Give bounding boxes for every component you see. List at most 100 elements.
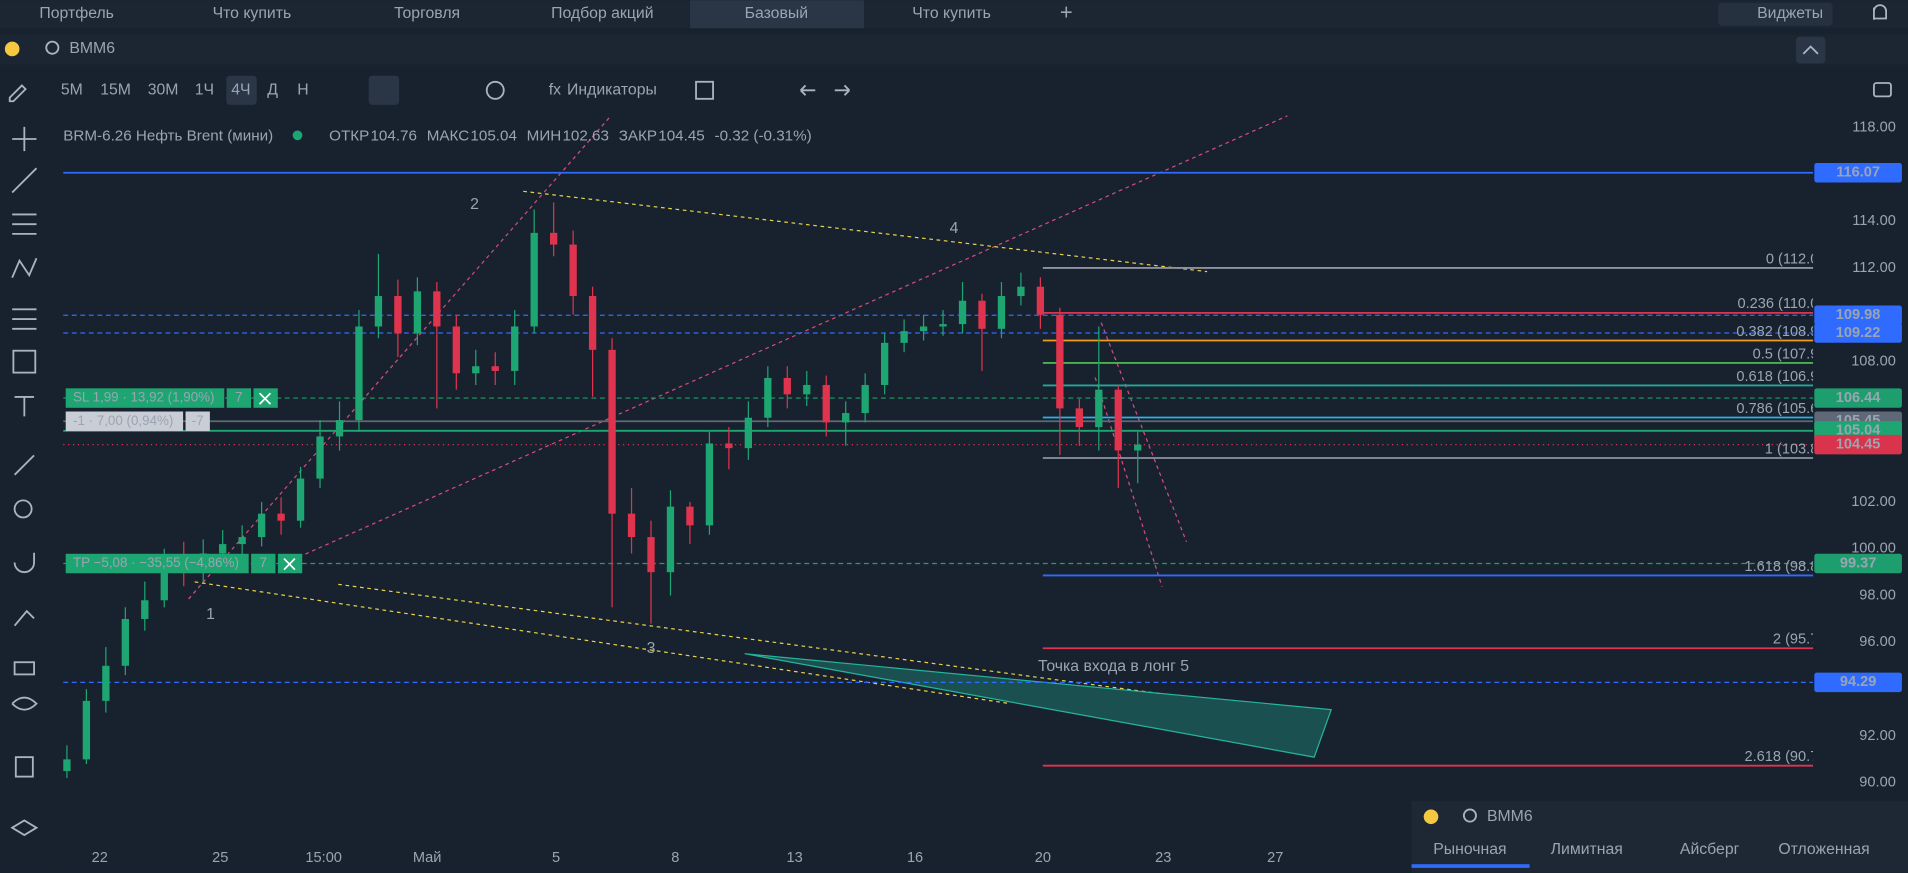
annotation: Точка входа в лонг 5 [1038, 658, 1189, 675]
candle-body [958, 300, 967, 325]
panel-tab[interactable]: Лимитная [1551, 841, 1623, 858]
tab[interactable]: Базовый [745, 5, 808, 22]
candle-body [608, 349, 616, 514]
redo[interactable] [834, 84, 850, 96]
timeframe[interactable]: 4Ч [231, 81, 250, 98]
widgets-label: Виджеты [1757, 5, 1823, 22]
add-icon[interactable] [485, 80, 505, 100]
tab[interactable]: Портфель [39, 5, 114, 22]
candle-body [1036, 286, 1045, 315]
x-tick-label: 15:00 [305, 850, 342, 866]
candle-body [627, 513, 636, 538]
wave-label: 2 [470, 196, 479, 213]
fib-label: 0.236 (110.08) [1737, 296, 1831, 312]
order-text: TP −5,08 · −35,55 (−4,86%) [73, 555, 239, 570]
indicators-button[interactable]: Индикаторы [567, 81, 657, 98]
chevron [1802, 45, 1819, 55]
y-tick-label: 100.00 [1851, 541, 1896, 557]
instrument-info: 104.45 [658, 128, 705, 145]
candle-body [160, 560, 168, 601]
tab[interactable]: Что купить [213, 5, 292, 22]
active-tab [689, 0, 864, 29]
panel-symbol[interactable]: BMM6 [1487, 808, 1533, 825]
instrument-info: ОТКР [329, 128, 369, 145]
tab[interactable]: Что купить [912, 5, 991, 22]
order-close-x [258, 392, 272, 405]
candle-body [861, 384, 869, 414]
order-text: SL 1,99 · 13,92 (1,90%) [73, 390, 215, 405]
live-dot [292, 130, 303, 141]
candle-body [997, 296, 1006, 329]
candle-body [82, 700, 91, 760]
candle-body [433, 291, 441, 327]
panel-tab[interactable]: Отложенная [1778, 841, 1869, 858]
order-qty-box [226, 388, 252, 408]
candle-body [472, 366, 480, 374]
timeframe[interactable]: Д [267, 81, 278, 98]
candle-body [1017, 286, 1025, 297]
candle-body [511, 326, 519, 371]
candle-body [1095, 389, 1103, 428]
instrument-info: 102.63 [562, 128, 609, 145]
x-tick-label: 13 [786, 850, 802, 866]
instrument-info: МАКС [427, 128, 469, 145]
price-label: 99.37 [1840, 555, 1877, 571]
y-tick-label: 114.00 [1852, 213, 1896, 229]
timeframe[interactable]: Н [297, 81, 308, 98]
camera[interactable] [1873, 82, 1892, 98]
symbol-search[interactable]: BMM6 [69, 40, 115, 57]
y-tick-label: 102.00 [1851, 494, 1896, 510]
candle-type[interactable] [368, 75, 400, 105]
price-label-box [1814, 323, 1902, 343]
candle-body [121, 618, 129, 666]
instrument-info: BRM-6.26 Нефть Brent (мини) [63, 128, 273, 145]
instrument-info: МИН [527, 128, 562, 145]
pencil-icon[interactable] [8, 84, 27, 103]
price-label-box [1814, 672, 1902, 693]
timeframe[interactable]: 30M [148, 81, 179, 98]
tab[interactable]: Торговля [394, 5, 460, 22]
price-label: 94.29 [1840, 674, 1877, 690]
timeframe[interactable]: 15M [100, 81, 131, 98]
order-qty: -7 [192, 413, 204, 428]
candle-body [569, 244, 577, 297]
widgets-button[interactable] [1718, 2, 1833, 26]
fib-label: 0.786 (105.61) [1736, 401, 1831, 417]
x-tick-label: 25 [212, 850, 228, 866]
bell[interactable] [1873, 4, 1888, 20]
candle-body [277, 513, 285, 521]
panel-tab[interactable]: Айсберг [1680, 841, 1740, 858]
order-qty-box [251, 553, 276, 574]
candle-body [550, 232, 558, 245]
candle-body [764, 377, 772, 418]
price-label-box [1814, 434, 1902, 455]
order-box [65, 553, 249, 574]
fib-label: 0.618 (106.98) [1736, 369, 1831, 385]
candle-body [686, 506, 694, 526]
candle-body [257, 513, 266, 538]
panel-active-underline [1411, 864, 1530, 868]
tab[interactable]: Подбор акций [551, 5, 653, 22]
x-tick-label: 20 [1035, 850, 1051, 866]
active-timeframe [226, 75, 257, 105]
add-tab[interactable]: + [1060, 0, 1073, 24]
candle-body [394, 296, 402, 334]
timeframe[interactable]: 5M [61, 81, 83, 98]
y-tick-label: 96.00 [1859, 634, 1896, 650]
fx-icon: fx [549, 81, 561, 98]
order-panel [1411, 800, 1908, 873]
layout-icon[interactable] [695, 80, 714, 100]
candle-body [803, 384, 811, 395]
undo[interactable] [800, 84, 816, 96]
x-tick-label: 16 [907, 850, 923, 866]
candle-body [413, 291, 422, 334]
order-close-x [283, 558, 296, 571]
tab-bar [0, 0, 1908, 29]
panel-tab[interactable]: Рыночная [1433, 841, 1506, 858]
search-icon [45, 40, 60, 55]
collapse-button[interactable] [1796, 36, 1826, 64]
candle-body [880, 342, 889, 385]
candle-body [355, 326, 363, 421]
timeframe[interactable]: 1Ч [195, 81, 214, 98]
